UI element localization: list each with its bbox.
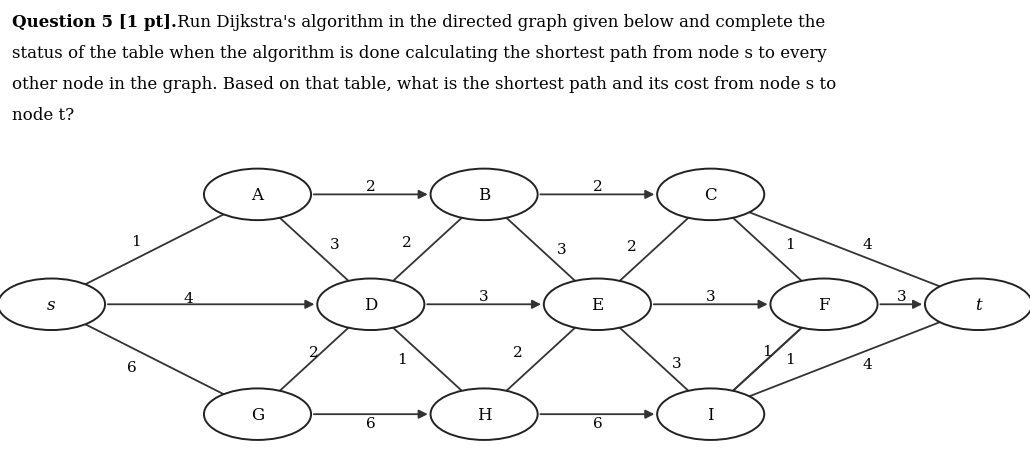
Text: 1: 1 — [785, 353, 795, 367]
Ellipse shape — [657, 388, 764, 440]
Text: Run Dijkstra's algorithm in the directed graph given below and complete the: Run Dijkstra's algorithm in the directed… — [172, 14, 825, 31]
Text: 2: 2 — [309, 345, 319, 359]
Text: 3: 3 — [479, 289, 489, 303]
Text: node t?: node t? — [12, 107, 74, 124]
Text: E: E — [591, 296, 604, 313]
Ellipse shape — [0, 279, 105, 330]
Text: B: B — [478, 187, 490, 203]
Text: D: D — [365, 296, 377, 313]
Ellipse shape — [770, 279, 878, 330]
Text: G: G — [251, 406, 264, 423]
Text: 4: 4 — [862, 357, 872, 372]
Text: 4: 4 — [183, 291, 194, 306]
Text: 4: 4 — [862, 238, 872, 252]
Text: 2: 2 — [402, 236, 412, 250]
Text: 6: 6 — [127, 360, 137, 374]
Text: status of the table when the algorithm is done calculating the shortest path fro: status of the table when the algorithm i… — [12, 45, 827, 62]
Text: 1: 1 — [762, 344, 772, 358]
Text: A: A — [251, 187, 264, 203]
Text: 3: 3 — [556, 243, 566, 257]
Text: 2: 2 — [592, 179, 603, 193]
Text: 2: 2 — [513, 345, 523, 359]
Text: C: C — [705, 187, 717, 203]
Text: t: t — [975, 296, 982, 313]
Text: 3: 3 — [330, 238, 340, 252]
Text: 1: 1 — [131, 234, 141, 248]
Ellipse shape — [657, 169, 764, 221]
Ellipse shape — [431, 388, 538, 440]
Text: 6: 6 — [366, 416, 376, 430]
Text: H: H — [477, 406, 491, 423]
Ellipse shape — [204, 388, 311, 440]
Ellipse shape — [544, 279, 651, 330]
Text: 3: 3 — [672, 356, 682, 370]
Text: s: s — [47, 296, 56, 313]
Text: I: I — [708, 406, 714, 423]
Text: 6: 6 — [592, 416, 603, 430]
Text: 1: 1 — [397, 353, 407, 367]
Text: Question 5 [1 pt].: Question 5 [1 pt]. — [12, 14, 177, 31]
Ellipse shape — [317, 279, 424, 330]
Ellipse shape — [431, 169, 538, 221]
Text: other node in the graph. Based on that table, what is the shortest path and its : other node in the graph. Based on that t… — [12, 76, 836, 93]
Ellipse shape — [925, 279, 1030, 330]
Text: 3: 3 — [706, 289, 716, 303]
Ellipse shape — [204, 169, 311, 221]
Text: F: F — [818, 296, 830, 313]
Text: 2: 2 — [626, 239, 637, 253]
Text: 3: 3 — [896, 289, 906, 303]
Text: 1: 1 — [785, 238, 795, 252]
Text: 2: 2 — [366, 179, 376, 193]
